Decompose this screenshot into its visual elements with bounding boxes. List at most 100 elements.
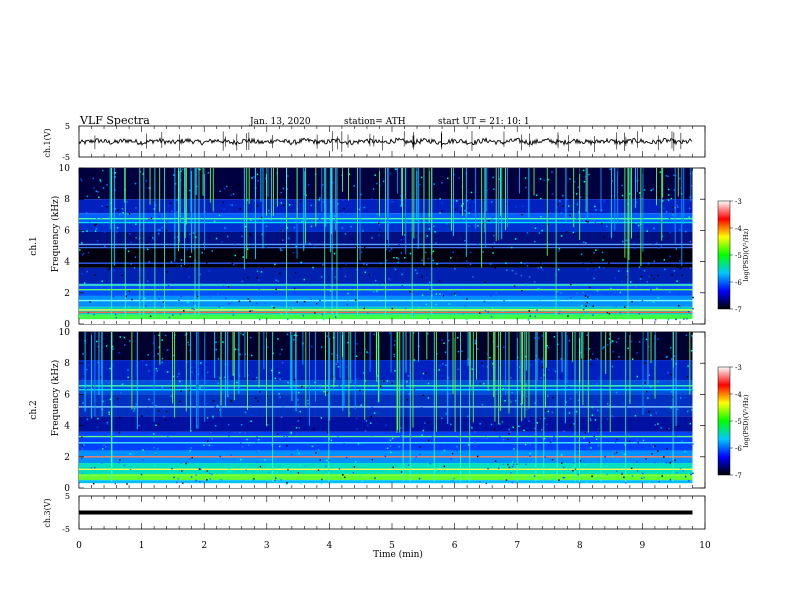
spectrogram-speckle — [81, 448, 84, 450]
spectrogram-speckle — [641, 477, 643, 480]
spectrogram-speckle — [249, 310, 251, 312]
spectrogram-speckle — [157, 353, 159, 355]
spectrogram-speckle — [306, 242, 308, 245]
spectrogram-speckle — [260, 271, 263, 273]
spectrogram-speckle — [575, 193, 578, 195]
spectrogram-speckle — [102, 400, 104, 403]
spectrogram-speckle — [241, 446, 244, 448]
spectrogram-speckle — [544, 456, 546, 458]
spectrogram-speckle — [688, 216, 690, 218]
spectrogram-speckle — [426, 276, 428, 279]
spectrogram-speckle — [434, 198, 437, 201]
spectrogram-speckle — [478, 312, 481, 314]
spectrogram-speckle — [625, 352, 628, 354]
spectrogram-speckle — [232, 193, 235, 195]
spectrogram-speckle — [239, 458, 242, 461]
spectrogram-speckle — [176, 304, 178, 306]
spectrogram-speckle — [670, 391, 673, 393]
spectrogram-speckle — [657, 380, 659, 383]
spectrogram-speckle — [156, 448, 159, 450]
spectrogram-speckle — [501, 310, 504, 313]
colorbar-tick-label: -6 — [735, 279, 742, 287]
spectrogram-speckle — [691, 389, 694, 391]
spectrogram-speckle — [383, 282, 386, 284]
spectrogram-speckle — [682, 318, 685, 320]
spectrogram-speckle — [101, 462, 103, 464]
spectrogram-speckle — [448, 303, 450, 305]
spectrogram-speckle — [82, 353, 84, 355]
spectrogram-speckle — [93, 187, 95, 189]
spectrogram-speckle — [549, 223, 552, 226]
spectrogram-speckle — [81, 378, 84, 381]
spectrogram-speckle — [452, 480, 454, 482]
spectrogram-speckle — [645, 458, 647, 460]
spectrogram-speckle — [135, 236, 137, 239]
spectrogram-speckle — [229, 356, 231, 359]
spectrogram-speckle — [635, 285, 637, 288]
spectrogram-speckle — [180, 295, 182, 298]
spectrogram-speckle — [82, 402, 84, 404]
spectrogram-speckle — [443, 342, 445, 345]
spectrogram-speckle — [483, 222, 485, 225]
spectrogram-speckle — [325, 465, 327, 467]
spectrogram-speckle — [589, 286, 591, 289]
spectrogram-speckle — [449, 393, 452, 395]
spectrogram-speckle — [452, 251, 455, 254]
spectrogram-speckle — [618, 356, 620, 358]
spectrogram-speckle — [454, 208, 457, 211]
spectrogram-speckle — [291, 307, 294, 310]
spectrogram-speckle — [326, 335, 328, 337]
spectrogram-speckle — [128, 306, 130, 308]
spectrogram-speckle — [648, 481, 650, 484]
spectrogram-speckle — [596, 290, 599, 292]
spectrogram-speckle — [161, 339, 163, 341]
spectrogram-speckle — [366, 351, 368, 353]
spectrogram-speckle — [313, 428, 315, 430]
spectrogram-speckle — [441, 417, 443, 420]
spectrogram-speckle — [390, 451, 392, 454]
spectrogram-speckle — [83, 375, 86, 377]
spectrogram-speckle — [170, 261, 173, 263]
spectrogram-speckle — [483, 199, 486, 202]
spectrogram-speckle — [439, 293, 441, 295]
spectrogram-speckle — [87, 473, 89, 476]
spectrogram-speckle — [347, 389, 349, 391]
spectrogram-speckle — [173, 225, 175, 228]
spectrogram-speckle — [384, 455, 387, 458]
spectrogram-speckle — [300, 261, 303, 264]
spectrogram-speckle — [242, 333, 244, 336]
spectrogram-speckle — [412, 316, 415, 319]
spectrogram-speckle — [681, 274, 683, 277]
spectrogram-speckle — [370, 289, 372, 291]
spectrogram-speckle — [347, 292, 349, 295]
spectrogram-speckle — [131, 298, 133, 301]
spectrogram-speckle — [691, 335, 693, 337]
spectrogram-speckle — [667, 199, 670, 201]
spectrogram-speckle — [397, 258, 400, 260]
spectrogram-speckle — [543, 417, 546, 420]
spectrogram-speckle — [580, 253, 583, 256]
spectrogram-speckle — [319, 299, 321, 302]
spectrogram-speckle — [546, 344, 548, 347]
spectrogram-speckle — [95, 217, 98, 219]
spectrogram-speckle — [261, 233, 263, 236]
spectrogram-speckle — [562, 194, 564, 197]
spectrogram-speckle — [114, 176, 116, 178]
spectrogram-speckle — [579, 196, 582, 198]
spectrogram-speckle — [592, 314, 594, 316]
spectrogram-speckle — [525, 383, 527, 386]
spectrogram-speckle — [168, 473, 171, 475]
time-tick-label: 0 — [76, 541, 82, 551]
spectrogram-speckle — [322, 318, 325, 321]
spectrogram-speckle — [230, 454, 232, 456]
spectrogram-speckle — [255, 302, 258, 305]
spectrogram-speckle — [472, 276, 474, 278]
spectrogram-speckle — [249, 300, 251, 303]
spectrogram-speckle — [688, 480, 690, 482]
spectrogram-speckle — [278, 393, 280, 395]
spectrogram-speckle — [538, 337, 540, 339]
spectrogram-speckle — [476, 455, 479, 458]
spectrogram-speckle — [466, 260, 468, 262]
spectrogram-speckle — [660, 245, 663, 247]
spectrogram-speckle — [481, 362, 483, 364]
